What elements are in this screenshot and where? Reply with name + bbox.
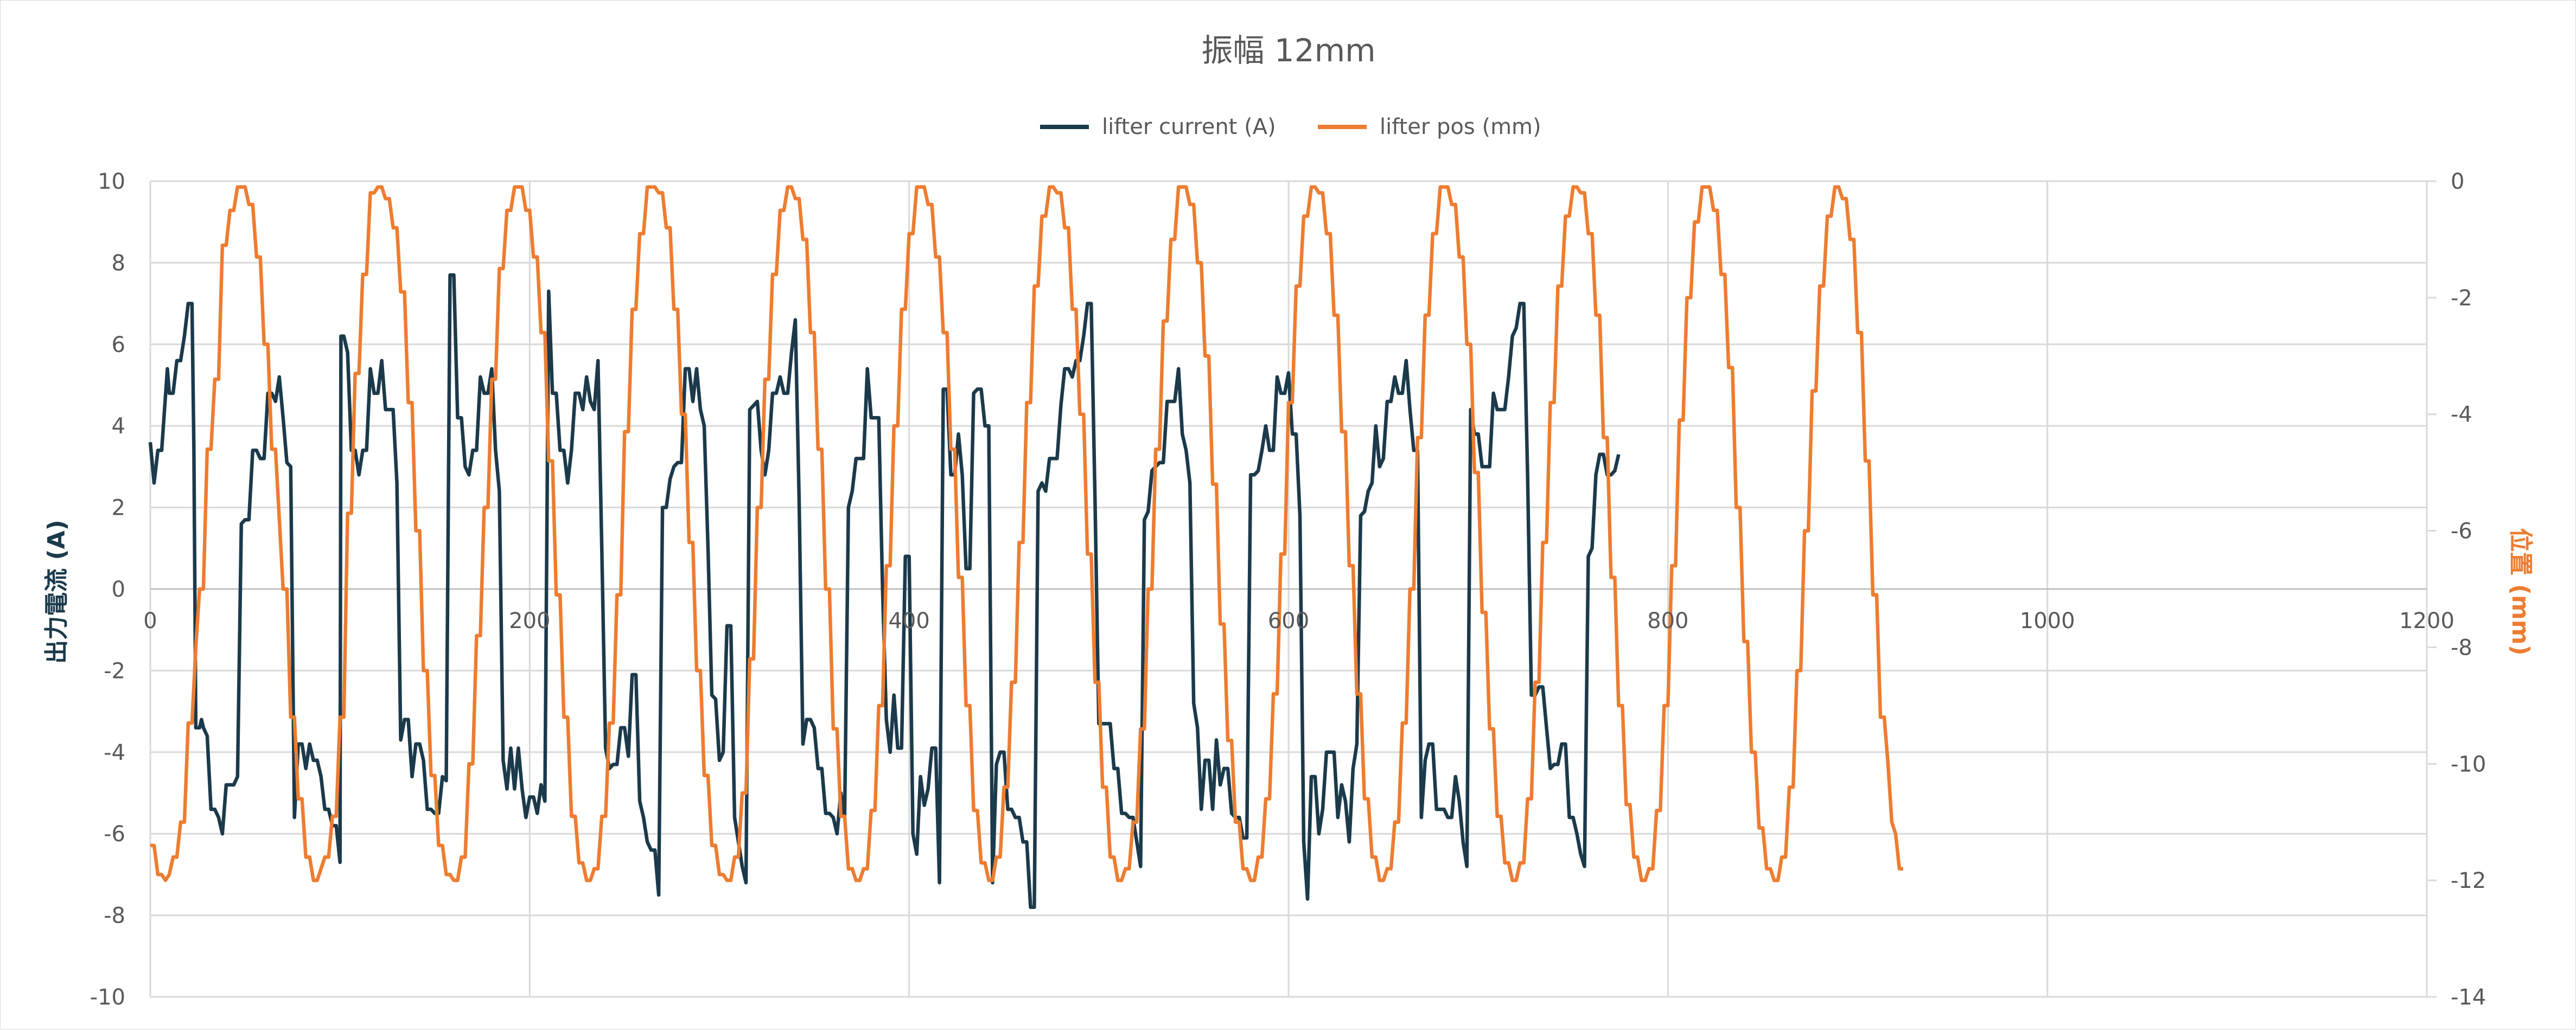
- y2-tick-label: -10: [2451, 752, 2486, 777]
- x-tick-label: 400: [888, 609, 929, 634]
- axes: [149, 180, 2437, 998]
- y2-tick-label: -14: [2451, 985, 2486, 1010]
- y-tick-label: 6: [112, 332, 125, 357]
- legend-label-position: lifter pos (mm): [1380, 114, 1541, 139]
- tick-labels: 10 8 6 4 2 0 -2 -4 -6 -8 -10 0 200 400 600 800 1000 1200 0…: [90, 169, 2486, 1010]
- y2-tick-label: -8: [2451, 635, 2472, 660]
- y-tick-label: 8: [112, 251, 125, 276]
- chart-title: 振幅 12mm: [1201, 32, 1375, 69]
- y-tick-label: -6: [104, 822, 125, 847]
- legend: lifter current (A) lifter pos (mm): [1040, 114, 1541, 139]
- y-tick-label: -4: [104, 740, 125, 765]
- y-tick-label: -10: [90, 985, 125, 1010]
- y-tick-label: 0: [112, 577, 125, 602]
- y-axis-title: 出力電流 (A): [43, 520, 71, 664]
- y-tick-label: -2: [104, 658, 125, 683]
- y-tick-label: -8: [104, 904, 125, 929]
- y-tick-label: 10: [98, 169, 125, 194]
- y-tick-label: 4: [112, 414, 125, 439]
- series-lines: [148, 185, 1903, 909]
- y2-axis-title: 位置 (mm): [2507, 528, 2534, 655]
- x-tick-label: 1200: [2399, 609, 2454, 634]
- x-tick-label: 0: [143, 609, 157, 634]
- y2-tick-label: -2: [2451, 286, 2472, 311]
- x-tick-label: 1000: [2020, 609, 2075, 634]
- x-tick-label: 600: [1268, 609, 1309, 634]
- series-line-current: [148, 273, 1621, 909]
- y2-tick-label: -6: [2451, 519, 2472, 544]
- y2-tick-label: -4: [2451, 402, 2472, 427]
- y-tick-label: 2: [112, 496, 125, 521]
- series-line-position: [150, 185, 1903, 882]
- legend-label-current: lifter current (A): [1102, 114, 1276, 139]
- x-tick-label: 200: [509, 609, 550, 634]
- y2-tick-label: -12: [2451, 868, 2486, 893]
- x-tick-label: 800: [1647, 609, 1688, 634]
- y2-tick-label: 0: [2451, 169, 2464, 194]
